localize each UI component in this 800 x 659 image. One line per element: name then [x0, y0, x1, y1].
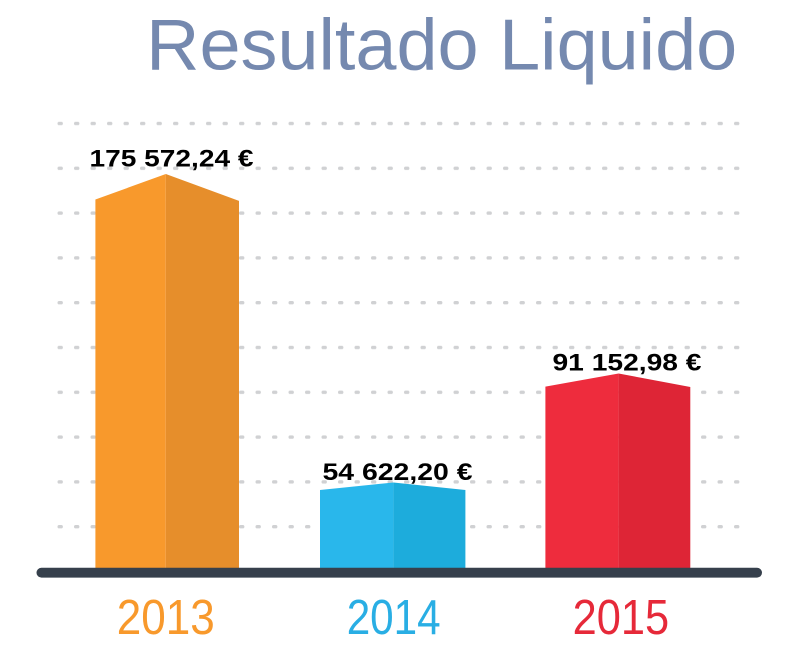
- svg-text:54 622,20 €: 54 622,20 €: [323, 459, 473, 486]
- svg-text:91 152,98 €: 91 152,98 €: [553, 350, 702, 377]
- svg-text:175 572,24 €: 175 572,24 €: [90, 145, 254, 172]
- svg-text:Resultado Liquido: Resultado Liquido: [146, 6, 737, 86]
- svg-text:2015: 2015: [573, 591, 670, 645]
- svg-text:2014: 2014: [347, 591, 441, 645]
- svg-text:2013: 2013: [117, 591, 215, 645]
